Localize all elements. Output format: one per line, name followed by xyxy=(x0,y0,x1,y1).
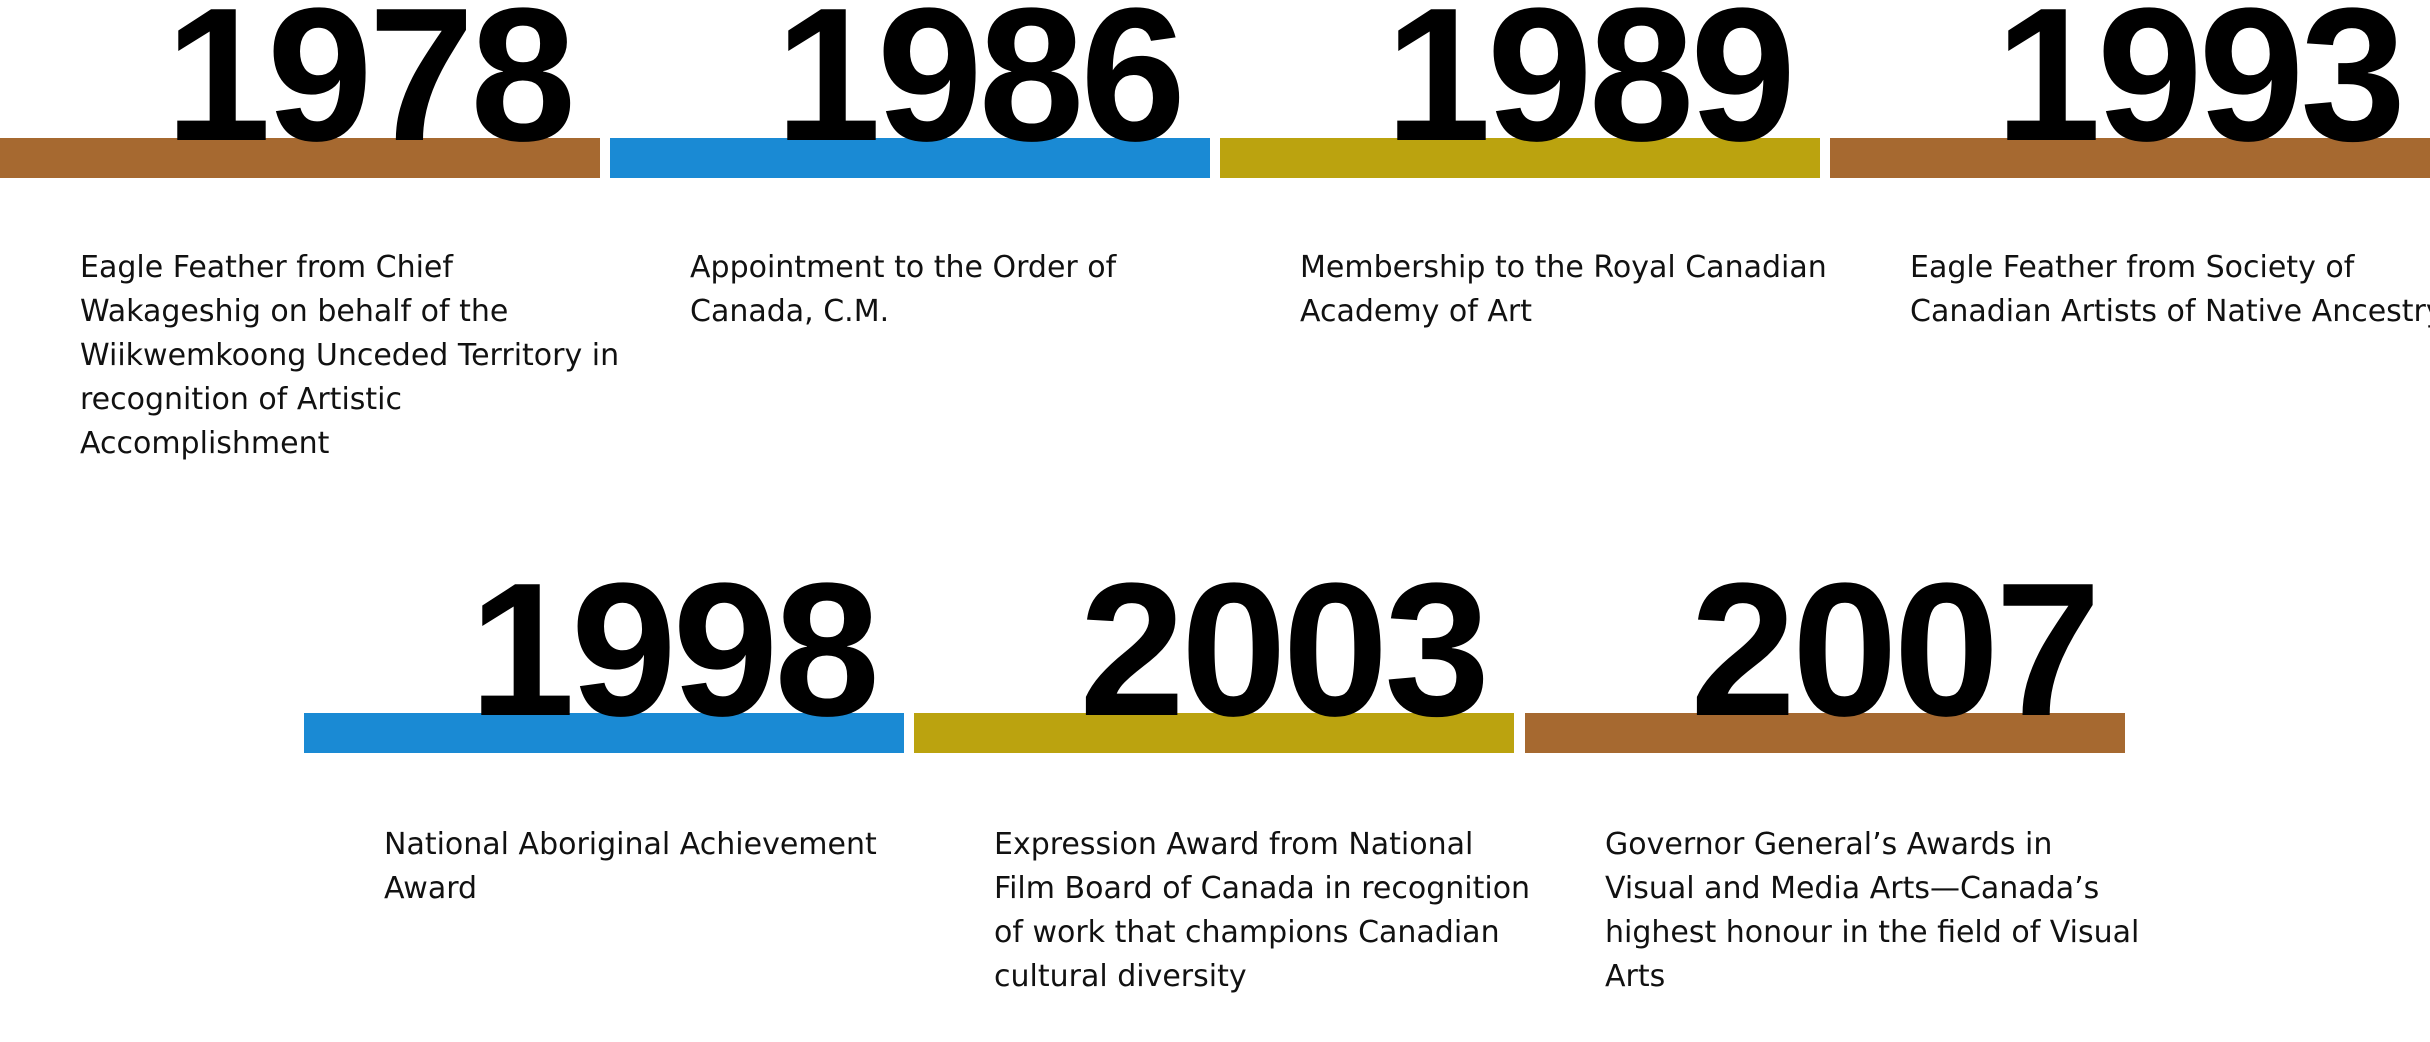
award-description: Governor General’s Awards in Visual and … xyxy=(1605,827,2140,994)
award-description: Appointment to the Order of Canada, C.M. xyxy=(690,250,1117,329)
award-description: Eagle Feather from Society of Canadian A… xyxy=(1910,250,2430,329)
award-description: Membership to the Royal Canadian Academy… xyxy=(1300,250,1827,329)
timeline-bar xyxy=(1830,138,2430,178)
year: 2003 xyxy=(1079,544,1486,756)
year: 1978 xyxy=(165,0,572,181)
timeline-bar xyxy=(304,713,904,753)
year: 2007 xyxy=(1690,544,2097,756)
timeline-bar xyxy=(1220,138,1820,178)
award-description: Expression Award from National Film Boar… xyxy=(994,827,1531,994)
timeline-bar xyxy=(1525,713,2125,753)
award-description: National Aboriginal Achievement Award xyxy=(384,827,877,906)
year: 1998 xyxy=(469,544,876,756)
year: 1993 xyxy=(1995,0,2402,181)
year: 1986 xyxy=(775,0,1182,181)
year: 1989 xyxy=(1385,0,1792,181)
timeline-bar xyxy=(610,138,1210,178)
timeline-bar xyxy=(914,713,1514,753)
timeline-bar xyxy=(0,138,600,178)
award-description: Eagle Feather from Chief Wakageshig on b… xyxy=(80,250,620,461)
